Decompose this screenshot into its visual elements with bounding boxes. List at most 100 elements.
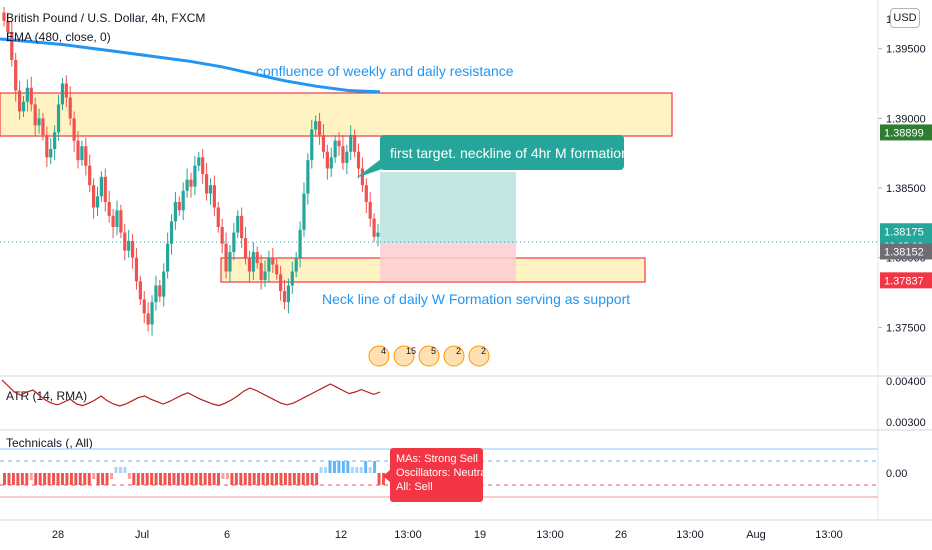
event-markers[interactable]: 4 15 5 2 2 — [368, 345, 490, 367]
technicals-bar — [167, 473, 171, 485]
candle-body — [53, 132, 57, 150]
price-badge-last-text: 1.38175 — [884, 226, 924, 238]
candle-body — [236, 215, 240, 233]
candle-body — [138, 281, 142, 300]
technicals-bar — [346, 461, 350, 473]
technicals-bar — [306, 473, 310, 485]
candle-body — [107, 201, 111, 216]
event-flag-icon[interactable] — [393, 345, 415, 367]
target-callout[interactable] — [380, 135, 624, 170]
candle-body — [224, 243, 228, 272]
time-axis[interactable]: 28 Jul 6 12 13:00 19 13:00 26 13:00 Aug 13:00 — [52, 529, 843, 541]
candle-body — [14, 59, 18, 91]
candle-body — [321, 135, 326, 152]
candle-body — [197, 157, 201, 166]
tech-tooltip-pointer — [383, 470, 390, 482]
candle-body — [158, 285, 162, 297]
technicals-bar — [208, 473, 212, 485]
technicals-bar — [270, 473, 274, 485]
technicals-bar — [230, 473, 234, 485]
technicals-bar — [297, 473, 301, 485]
target-callout-text: first target. neckline of 4hr M formatio… — [390, 145, 633, 161]
candle-body — [154, 285, 158, 303]
candle-body — [99, 176, 103, 197]
event-flag-icon[interactable] — [368, 345, 390, 367]
candle-body — [333, 140, 337, 158]
time-tick-label: 28 — [52, 529, 64, 541]
candle-body — [64, 83, 68, 98]
technicals-bar — [319, 467, 323, 473]
ema-legend[interactable]: EMA (480, close, 0) — [6, 30, 111, 44]
candle-body — [345, 151, 349, 163]
candles-group — [2, 6, 380, 336]
candle-body — [92, 185, 96, 208]
candle-body — [356, 151, 361, 169]
candle-body — [68, 97, 72, 119]
candle-body — [56, 104, 61, 133]
candle-body — [88, 165, 92, 186]
symbol-title[interactable]: British Pound / U.S. Dollar, 4h, FXCM — [6, 11, 206, 25]
candle-body — [49, 149, 53, 158]
resistance-zone[interactable] — [0, 92, 673, 137]
price-badge-target — [880, 243, 932, 260]
candle-body — [111, 215, 115, 227]
technicals-bar — [310, 473, 314, 485]
technicals-bar — [257, 473, 261, 485]
candle-body — [220, 226, 224, 244]
candle-body — [325, 151, 329, 169]
candle-body — [37, 118, 41, 126]
technicals-bar — [163, 473, 167, 485]
technicals-bar — [29, 473, 33, 481]
candle-body — [208, 185, 213, 194]
technicals-bar — [34, 473, 38, 485]
candle-body — [123, 232, 127, 251]
technicals-bar — [194, 473, 198, 485]
price-badge-target-text: 1.38152 — [884, 246, 924, 258]
candle-body — [103, 176, 107, 202]
event-count: 2 — [481, 346, 486, 356]
candle-body — [17, 90, 22, 112]
price-badge-stop — [880, 272, 932, 289]
technicals-bar — [78, 473, 82, 485]
atr-line — [1, 379, 381, 407]
candle-body — [317, 121, 322, 136]
candle-body — [302, 193, 306, 230]
technicals-bar — [127, 473, 131, 479]
resistance-annotation[interactable]: confluence of weekly and daily resistanc… — [256, 63, 514, 79]
candle-body — [255, 252, 259, 264]
candle-body — [142, 299, 146, 314]
currency-button[interactable]: USD — [890, 8, 920, 28]
technicals-label[interactable]: Technicals (, All) — [6, 436, 93, 450]
candle-body — [84, 146, 88, 166]
technicals-bar — [373, 461, 377, 473]
price-badge-ema-text: 1.38899 — [884, 127, 924, 139]
technicals-bar — [199, 473, 203, 485]
candle-body — [115, 210, 119, 227]
position-target-area[interactable] — [380, 172, 516, 243]
technicals-bar — [355, 467, 359, 473]
support-annotation[interactable]: Neck line of daily W Formation serving a… — [322, 291, 630, 307]
technicals-bar — [324, 467, 328, 473]
candle-body — [349, 135, 353, 152]
technicals-bar — [315, 473, 319, 485]
price-tick-label: 1.38500 — [886, 183, 926, 195]
technicals-bar — [3, 473, 6, 485]
candle-body — [166, 243, 170, 272]
technicals-bar — [301, 473, 305, 485]
technicals-bar — [11, 473, 15, 485]
candle-body — [240, 215, 244, 239]
event-flag-icon[interactable] — [443, 345, 465, 367]
time-tick-label: 19 — [474, 529, 486, 541]
candle-body — [247, 257, 252, 272]
position-stop-area[interactable] — [380, 243, 516, 281]
candle-body — [286, 285, 290, 303]
technicals-bar — [20, 473, 24, 485]
event-flag-icon[interactable] — [418, 345, 440, 367]
candle-body — [181, 190, 185, 211]
technicals-bar — [203, 473, 207, 485]
technicals-bar — [382, 473, 385, 485]
event-flag-icon[interactable] — [468, 345, 490, 367]
technicals-bar — [172, 473, 176, 485]
